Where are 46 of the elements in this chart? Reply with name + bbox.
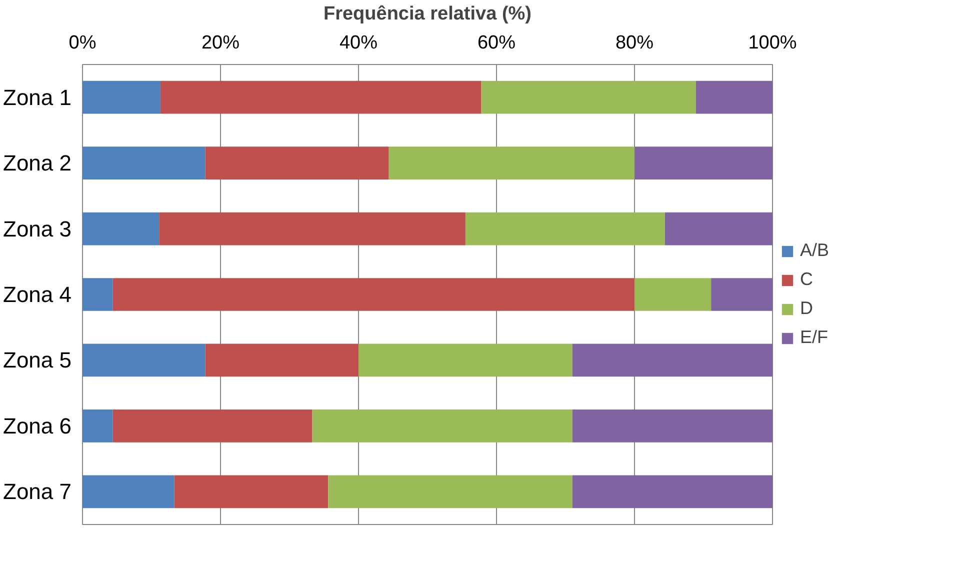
bar bbox=[328, 475, 572, 508]
y-tick-label: Zona 4 bbox=[3, 282, 72, 307]
bar bbox=[634, 146, 772, 180]
y-tick-label: Zona 7 bbox=[3, 479, 72, 504]
x-tick-label: 0% bbox=[68, 32, 96, 54]
bar bbox=[312, 410, 572, 442]
y-tick-label: Zona 1 bbox=[3, 84, 72, 110]
bar bbox=[572, 410, 772, 442]
bar bbox=[388, 146, 634, 180]
y-tick-label: Zona 2 bbox=[3, 150, 72, 176]
x-tick-label: 60% bbox=[477, 32, 516, 54]
bar bbox=[481, 80, 696, 114]
bar bbox=[159, 212, 466, 246]
bar bbox=[664, 212, 772, 246]
y-tick-label: Zona 6 bbox=[3, 413, 72, 438]
bar bbox=[572, 344, 772, 377]
bar bbox=[696, 80, 772, 114]
bar bbox=[160, 80, 482, 114]
bar bbox=[112, 278, 634, 311]
bar bbox=[82, 278, 113, 311]
x-tick-label: 100% bbox=[748, 32, 797, 54]
legend-label: E/F bbox=[800, 327, 828, 348]
y-tick-label: Zona 5 bbox=[3, 348, 72, 373]
x-axis-title: Frequência relativa (%) bbox=[323, 4, 532, 24]
bar bbox=[358, 344, 572, 377]
bar bbox=[82, 146, 206, 180]
bar bbox=[465, 212, 665, 246]
bar bbox=[82, 410, 113, 442]
legend-label: D bbox=[800, 298, 814, 319]
legend-label: A/B bbox=[800, 240, 830, 261]
x-tick-label: 80% bbox=[615, 32, 654, 54]
bar bbox=[82, 80, 160, 114]
bar bbox=[572, 475, 772, 508]
bar bbox=[174, 475, 328, 508]
legend-label: C bbox=[800, 269, 814, 290]
bar bbox=[82, 475, 174, 508]
y-tick-label: Zona 3 bbox=[3, 216, 72, 242]
bar bbox=[82, 212, 160, 246]
bar bbox=[634, 278, 712, 311]
x-tick-label: 20% bbox=[201, 32, 240, 54]
bar bbox=[205, 344, 358, 377]
bar bbox=[112, 410, 312, 442]
bar bbox=[711, 278, 772, 311]
x-tick-label: 40% bbox=[339, 32, 378, 54]
bar bbox=[82, 344, 206, 377]
bar bbox=[205, 146, 389, 180]
